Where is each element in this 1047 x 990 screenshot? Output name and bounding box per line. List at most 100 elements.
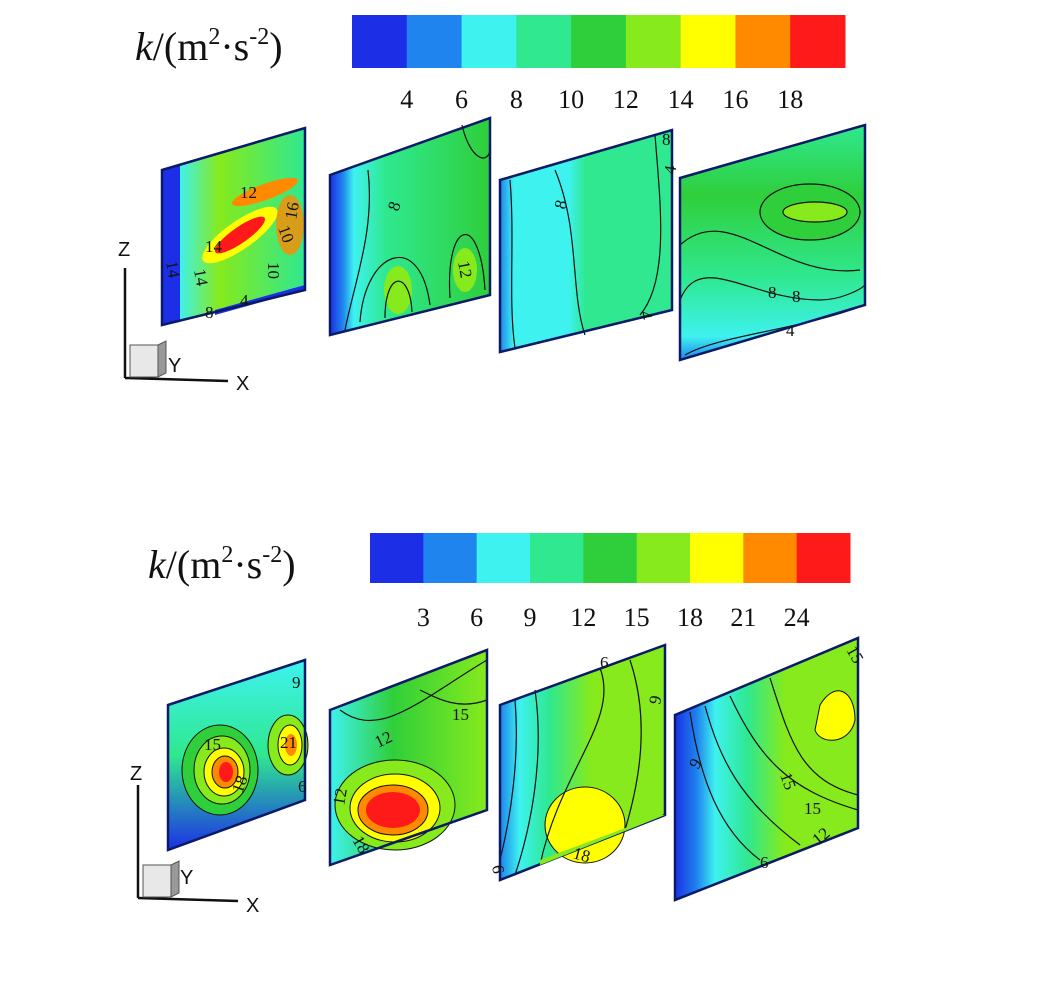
top-title: k/(m2·s-2) xyxy=(135,24,283,69)
contour-label: 18 xyxy=(571,844,592,867)
low-region xyxy=(162,165,180,325)
colorbar-tick-label: 3 xyxy=(417,603,430,632)
colorbar-segment xyxy=(406,15,463,68)
top-colorbar xyxy=(352,15,846,68)
contour-label: 8 xyxy=(768,283,777,302)
contour-label: 12 xyxy=(454,259,476,279)
title-part: 2 xyxy=(208,24,220,50)
contour-region xyxy=(384,266,412,314)
colorbar-segment xyxy=(790,15,846,68)
hot-region xyxy=(276,195,304,255)
contour-label: 12 xyxy=(329,787,351,807)
contour-region xyxy=(782,201,848,223)
contour-label: 4 xyxy=(240,291,249,310)
title-part: ) xyxy=(282,542,295,587)
axis-cube xyxy=(129,344,159,378)
contour-label: 15 xyxy=(804,799,821,818)
z-label: Z xyxy=(130,763,142,785)
title-part: k xyxy=(135,24,154,69)
colorbar-tick-label: 16 xyxy=(722,85,748,114)
colorbar-segment xyxy=(530,533,584,583)
colorbar-segment xyxy=(690,533,744,583)
contour-label: 18 xyxy=(228,773,252,795)
x-label: X xyxy=(246,895,259,917)
colorbar-segment xyxy=(476,533,531,583)
colorbar-tick-label: 6 xyxy=(470,603,483,632)
contour-label: 12 xyxy=(240,183,257,202)
contour-region xyxy=(814,690,856,741)
contour-region xyxy=(285,734,297,756)
contour-region xyxy=(366,792,420,828)
contour-label: 8 xyxy=(662,130,671,149)
colorbar-segment xyxy=(583,533,638,583)
hot-region xyxy=(231,177,299,207)
contour-label: 21 xyxy=(280,733,297,752)
colorbar-tick-label: 15 xyxy=(624,603,650,632)
contour-label: 14 xyxy=(205,237,223,256)
bottom-panel-4: 9 15 15 12 6 15 xyxy=(673,636,867,902)
bottom-colorbar-ticks: 3 6 9 12 15 18 21 24 xyxy=(417,603,810,632)
contour-label: 15 xyxy=(452,705,469,724)
colorbar-tick-label: 18 xyxy=(677,603,703,632)
contour-label: 10 xyxy=(264,262,283,279)
colorbar-tick-label: 18 xyxy=(777,85,803,114)
contour-label: 8 xyxy=(792,287,801,306)
colorbar-tick-label: 21 xyxy=(730,603,756,632)
title-part: -2 xyxy=(249,24,269,50)
colorbar-segment xyxy=(636,533,691,583)
y-label: Y xyxy=(168,355,181,377)
colorbar-segment xyxy=(423,533,478,583)
colorbar-segment xyxy=(461,15,517,68)
x-axis xyxy=(137,896,239,903)
colorbar-tick-label: 4 xyxy=(400,85,413,114)
top-colorbar-ticks: 4 6 8 10 12 14 16 18 xyxy=(400,85,803,114)
colorbar-segment xyxy=(735,15,791,68)
top-panel-2: 8 12 xyxy=(328,116,492,337)
contour-label: 6 xyxy=(488,863,508,875)
bottom-panel-1: 15 18 21 9 6 xyxy=(166,658,309,852)
colorbar-segment xyxy=(571,15,627,68)
title-part: 2 xyxy=(221,542,233,568)
title-part: -2 xyxy=(262,542,282,568)
x-axis xyxy=(124,376,229,383)
contour-label: 6 xyxy=(760,853,769,872)
contour-label: 6 xyxy=(600,653,609,672)
panel-fill xyxy=(500,130,672,352)
axis-cube xyxy=(142,864,172,898)
x-label: X xyxy=(236,373,249,395)
colorbar-tick-label: 10 xyxy=(558,85,584,114)
contour-label: 4 xyxy=(636,309,656,321)
contour-label: 9 xyxy=(292,673,301,692)
title-part: /(m xyxy=(166,542,222,587)
contour-label: 6 xyxy=(298,777,307,796)
panel-fill xyxy=(675,638,858,900)
bottom-panel-3: 6 9 18 6 xyxy=(488,643,667,882)
top-panel-3: 8 4 4 8 xyxy=(498,128,681,354)
colorbar-tick-label: 14 xyxy=(668,85,694,114)
y-label: Y xyxy=(180,867,193,889)
contour-region xyxy=(453,248,477,292)
panel-fill xyxy=(330,118,490,335)
colorbar-tick-label: 24 xyxy=(784,603,810,632)
contour-region xyxy=(219,762,233,782)
title-part: ) xyxy=(269,24,282,69)
title-part: k xyxy=(148,542,167,587)
colorbar-segment xyxy=(516,15,572,68)
colorbar-tick-label: 6 xyxy=(455,85,468,114)
axis-cube-side xyxy=(157,340,167,378)
bottom-panel-2: 12 15 12 18 xyxy=(328,648,489,867)
top-panel-1: 12 14 14 14 10 16 10 8 4 xyxy=(160,126,307,327)
contour-label: 14 xyxy=(162,259,184,280)
title-part: ·s xyxy=(220,24,249,69)
hot-core xyxy=(215,216,265,254)
axis-cube-side xyxy=(170,860,180,898)
contour-label: 10 xyxy=(274,223,298,245)
contour-label: 16 xyxy=(281,201,303,221)
contour-label: 4 xyxy=(660,164,680,176)
bottom-title: k/(m2·s-2) xyxy=(148,542,296,587)
bottom-axes-triad: Z Y X xyxy=(130,763,259,917)
z-label: Z xyxy=(118,239,130,261)
colorbar-segment xyxy=(625,15,682,68)
colorbar-segment xyxy=(796,533,851,583)
